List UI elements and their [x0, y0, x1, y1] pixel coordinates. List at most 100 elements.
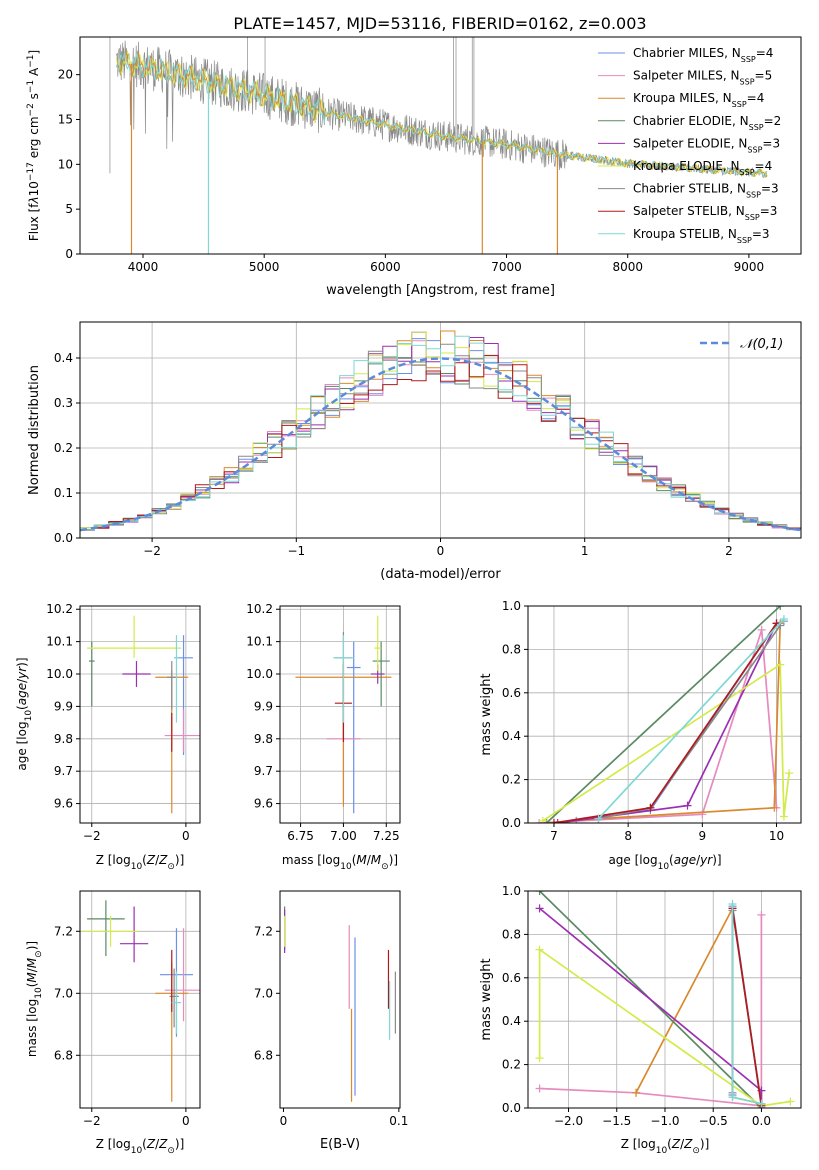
weight-series-line — [542, 663, 790, 822]
axes-frame — [279, 890, 401, 1109]
y-tick-label: 9.8 — [54, 732, 73, 746]
weight-marker — [728, 1093, 737, 1102]
x-tick-label: 0.0 — [752, 1114, 771, 1128]
y-axis-label: mass weight — [479, 673, 494, 755]
y-tick-label: 9.7 — [254, 764, 273, 778]
x-tick-label: 0.1 — [389, 1114, 408, 1128]
x-tick-label: −2 — [83, 1114, 101, 1128]
x-tick-label: −1.5 — [602, 1114, 631, 1128]
axis-label: mass [log10(M/M⊙)] — [282, 853, 398, 872]
weight-marker — [535, 891, 544, 895]
weight-series-line — [546, 623, 782, 823]
y-tick-label: 10.0 — [46, 667, 73, 681]
legend-sub: SSP — [747, 145, 762, 154]
x-tick-label: 10 — [769, 829, 784, 843]
legend-n: =4 — [756, 46, 774, 60]
legend-sub: SSP — [749, 122, 764, 131]
legend-label: Chabrier STELIB, NSSP=3 — [633, 182, 779, 200]
x-tick-label: −1.0 — [650, 1114, 679, 1128]
y-tick-label: 10.1 — [46, 635, 73, 649]
weight-marker — [632, 1088, 641, 1097]
weight-marker — [757, 910, 766, 919]
legend-label: Kroupa ELODIE, NSSP=4 — [633, 159, 772, 177]
y-tick-label: 10.1 — [246, 635, 273, 649]
plot-area — [535, 891, 795, 1108]
y-tick-label: 7.2 — [254, 924, 273, 938]
weight-marker — [535, 904, 544, 913]
y-tick-label: 0.6 — [502, 971, 521, 985]
x-axis-label: wavelength [Angstrom, rest frame] — [326, 283, 555, 298]
y-tick-label: 0.3 — [54, 396, 73, 410]
y-tick-label: 0.2 — [54, 441, 73, 455]
axes-spectrum: 4000 5000 6000 7000 8000 9000 0 5 10 15 20 waveleng… — [26, 36, 802, 298]
y-tick-label: 0.4 — [502, 729, 521, 743]
plot-area — [87, 615, 200, 814]
axes-frame — [527, 890, 802, 1109]
spectrum-data-line — [116, 40, 768, 178]
axes-weight_vs_age: 7 8 9 10 0.0 0.2 0.4 0.6 0.8 1.0 mass weight age [l… — [479, 599, 802, 872]
axes-residuals: −2 −1 0 1 2 0.0 0.1 0.2 0.3 0.4 𝒩(0,1) (data-model)… — [27, 321, 802, 582]
x-tick-label: 7 — [550, 829, 558, 843]
x-tick-label: 7000 — [491, 260, 522, 274]
y-tick-label: 0.4 — [502, 1014, 521, 1028]
axis-label: Z [log10(Z/Z⊙)] — [621, 1137, 710, 1156]
y-tick-label: 0.6 — [502, 686, 521, 700]
weight-series-line — [597, 618, 785, 820]
y-tick-label: 7.0 — [254, 986, 273, 1000]
y-tick-label: 0.8 — [502, 642, 521, 656]
legend-label: 𝒩(0,1) — [740, 337, 783, 352]
legend: 𝒩(0,1) — [700, 337, 783, 352]
legend-label: Salpeter ELODIE, NSSP=3 — [633, 136, 780, 154]
x-tick-label: −2 — [143, 544, 161, 558]
residual-histogram — [80, 335, 801, 531]
weight-marker — [776, 660, 785, 669]
weight-series-line — [553, 622, 778, 823]
model-spectrum-line — [115, 50, 768, 178]
legend-sub: SSP — [737, 235, 752, 244]
legend-label: Kroupa STELIB, NSSP=3 — [633, 227, 770, 245]
legend-n: =4 — [755, 159, 773, 173]
y-tick-label: 0.2 — [502, 1058, 521, 1072]
legend-sub: SSP — [732, 100, 747, 109]
y-axis-label: mass weight — [479, 958, 494, 1040]
y-tick-label: 0.0 — [502, 816, 521, 830]
y-axis-label: Normed distribution — [27, 365, 42, 495]
x-tick-label: 9 — [699, 829, 707, 843]
weight-marker — [770, 803, 779, 812]
plot-area — [109, 37, 768, 254]
y-tick-label: 1.0 — [502, 599, 521, 613]
axes-age_vs_mass: 6.75 7.00 7.25 9.6 9.7 9.8 9.9 10.0 10.1 10.2 mass… — [246, 602, 401, 872]
x-tick-label: −2 — [83, 829, 101, 843]
axes-frame — [79, 890, 201, 1109]
x-tick-label: 9000 — [734, 260, 765, 274]
weight-marker — [594, 814, 603, 823]
y-tick-label: 7.2 — [54, 924, 73, 938]
y-tick-label: 10.2 — [246, 602, 273, 616]
legend-n: =4 — [747, 91, 765, 105]
x-tick-label: −1 — [287, 544, 305, 558]
x-tick-label: 5000 — [249, 260, 280, 274]
x-tick-label: 0 — [280, 1114, 288, 1128]
weight-marker — [757, 625, 766, 634]
weight-marker — [553, 819, 562, 823]
legend-n: =3 — [752, 227, 770, 241]
x-tick-label: 6.75 — [287, 829, 314, 843]
weight-series-line — [538, 947, 791, 1107]
x-axis-label: (data-model)/error — [380, 567, 501, 582]
axes-frame — [279, 605, 401, 824]
weight-marker — [549, 819, 558, 823]
normal-curve — [80, 357, 801, 532]
model-spectrum-line — [116, 51, 768, 178]
x-tick-label: 1 — [581, 544, 589, 558]
x-tick-label: 7.25 — [373, 829, 400, 843]
weight-marker — [646, 803, 655, 812]
x-axis-label: age [log10(age/yr)] — [608, 853, 721, 872]
weight-marker — [538, 816, 547, 823]
axis-label: Z [log10(Z/Z⊙)] — [96, 853, 185, 872]
y-tick-label: 0.0 — [54, 531, 73, 545]
weight-series-line — [539, 629, 778, 823]
weight-series-line — [557, 623, 778, 823]
y-tick-label: 9.9 — [54, 699, 73, 713]
weight-series-line — [545, 606, 781, 823]
legend-n: =3 — [762, 136, 780, 150]
